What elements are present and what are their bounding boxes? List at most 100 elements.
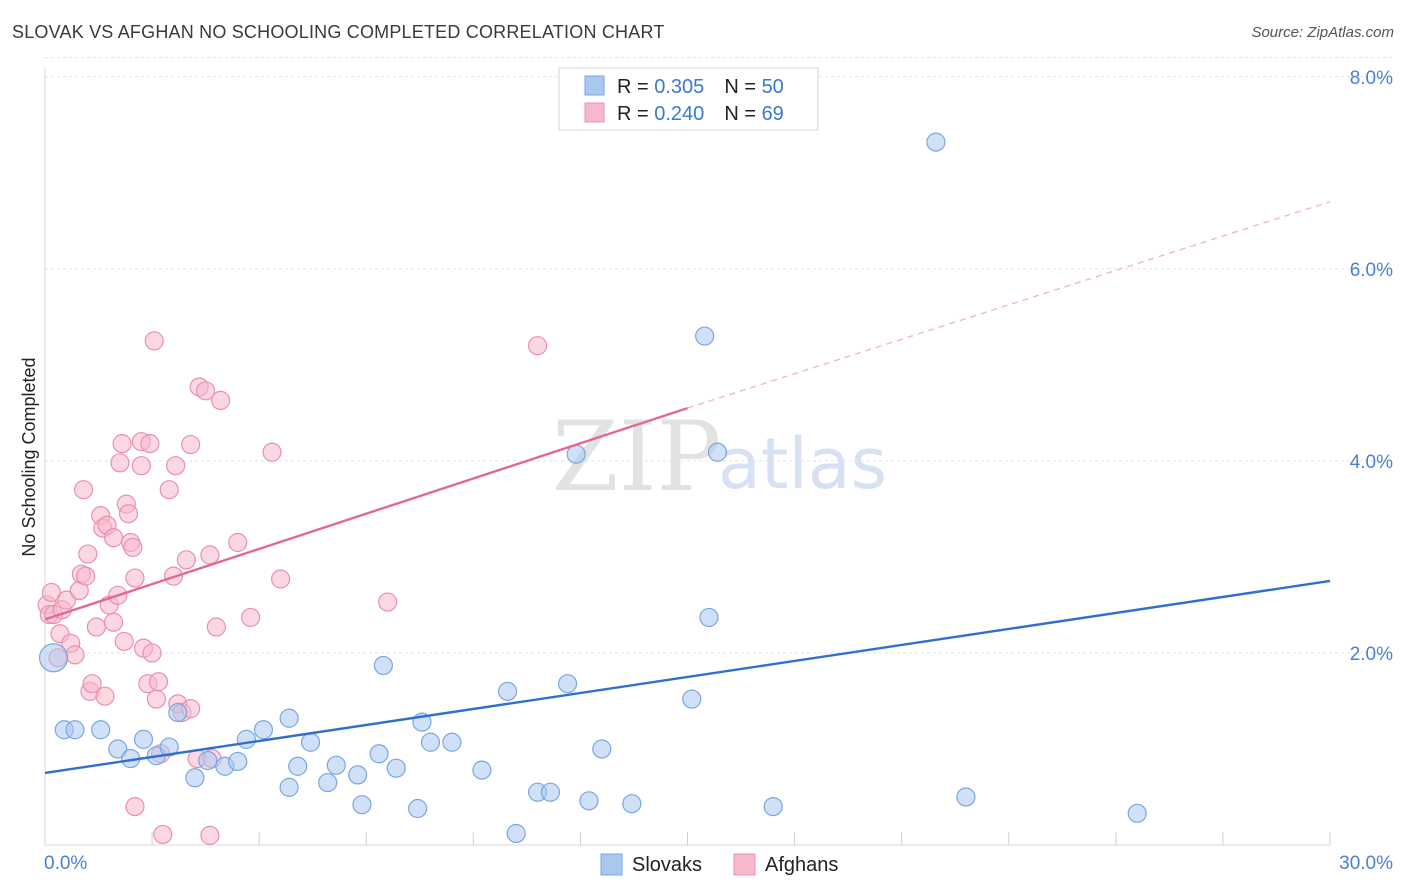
afghan-point xyxy=(140,434,160,454)
slovak-point xyxy=(699,607,719,628)
afghan-point xyxy=(95,686,115,706)
afghan-point xyxy=(200,825,220,845)
afghan-point xyxy=(142,643,162,663)
afghan-point xyxy=(56,590,77,610)
afghan-point xyxy=(159,480,179,500)
slovak-point xyxy=(763,796,783,817)
afghan-point xyxy=(181,434,201,455)
chart-title: SLOVAK VS AFGHAN NO SCHOOLING COMPLETED … xyxy=(12,22,665,42)
afghan-point xyxy=(378,592,398,612)
y-tick-labels: 2.0% 4.0% 6.0% 8.0% xyxy=(1350,68,1393,665)
afghan-point xyxy=(78,544,98,564)
afghans-trend-line xyxy=(44,406,688,621)
afghan-point xyxy=(118,504,139,524)
afghan-point xyxy=(114,631,134,652)
slovak-point xyxy=(695,326,715,346)
afghans-trend-extension xyxy=(687,201,1331,409)
legend-bottom-label-slovaks: Slovaks xyxy=(632,854,702,876)
slovak-point xyxy=(682,689,702,709)
afghan-point xyxy=(82,674,102,694)
slovak-point xyxy=(159,737,179,757)
slovak-point xyxy=(185,768,205,788)
slovak-point xyxy=(236,729,256,749)
watermark-atlas: atlas xyxy=(718,423,887,505)
x-tick-label-max: 30.0% xyxy=(1339,853,1393,874)
legend-r-value-slovaks: 0.305 xyxy=(654,76,704,98)
slovak-point xyxy=(288,756,308,776)
slovak-point xyxy=(707,442,728,462)
slovak-point xyxy=(279,777,299,797)
legend-bottom: Slovaks Afghans xyxy=(600,853,838,876)
slovak-point xyxy=(386,758,406,778)
legend-r-label-slovaks: R = 0.305 N = 50 xyxy=(617,76,784,98)
y-tick-label: 6.0% xyxy=(1350,260,1393,281)
afghan-point xyxy=(112,434,132,454)
slovak-point xyxy=(420,732,441,752)
slovak-point xyxy=(91,720,111,740)
afghan-point xyxy=(103,612,124,632)
afghan-point xyxy=(110,453,130,473)
slovak-point xyxy=(108,739,128,759)
slovak-point xyxy=(348,765,368,785)
x-tick-label-min: 0.0% xyxy=(44,853,87,874)
slovak-point xyxy=(498,681,518,701)
afghan-point xyxy=(146,689,166,709)
legend-bottom-swatch-slovaks xyxy=(600,853,623,876)
slovak-point xyxy=(65,720,85,740)
slovak-point xyxy=(506,823,526,844)
afghan-point xyxy=(131,456,151,476)
slovaks-trend-line xyxy=(44,579,1331,775)
afghan-point xyxy=(200,545,220,565)
slovak-point xyxy=(198,750,218,771)
slovak-point xyxy=(472,760,492,780)
slovak-point xyxy=(38,643,69,673)
y-tick-label: 8.0% xyxy=(1350,68,1393,89)
afghan-point xyxy=(206,617,226,637)
slovak-point xyxy=(369,744,389,764)
slovak-point xyxy=(557,674,578,694)
trend-lines xyxy=(44,201,1331,775)
y-tick-label: 4.0% xyxy=(1350,452,1393,473)
slovak-point xyxy=(133,729,154,749)
slovak-point xyxy=(326,755,346,775)
slovak-point xyxy=(373,655,393,676)
legend-n-value-slovaks: 50 xyxy=(762,76,784,98)
afghan-point xyxy=(73,480,94,500)
afghan-point xyxy=(123,537,143,557)
legend-r-value-afghans: 0.240 xyxy=(654,103,704,125)
slovak-point xyxy=(279,708,299,728)
afghan-point xyxy=(270,569,291,589)
y-tick-label: 2.0% xyxy=(1350,644,1393,665)
slovak-point xyxy=(1127,803,1147,823)
slovak-point xyxy=(228,751,248,772)
afghan-point xyxy=(86,617,107,637)
afghan-point xyxy=(41,582,62,603)
slovak-point xyxy=(318,772,338,793)
y-axis-label: No Schooling Completed xyxy=(19,357,39,556)
afghan-point xyxy=(262,442,282,462)
legend-stats: R = 0.305 N = 50 R = 0.240 N = 69 xyxy=(558,67,819,131)
afghan-point xyxy=(76,566,96,586)
slovak-point xyxy=(622,794,642,814)
legend-r-label-afghans: R = 0.240 N = 69 xyxy=(617,103,784,125)
legend-swatch-afghans xyxy=(584,102,605,123)
slovak-point xyxy=(592,739,612,759)
afghan-point xyxy=(144,331,164,351)
slovak-point xyxy=(956,787,976,807)
slovak-point xyxy=(168,702,188,723)
slovak-point xyxy=(408,798,428,819)
chart-source: Source: ZipAtlas.com xyxy=(1251,24,1394,41)
watermark: ZIP atlas xyxy=(552,401,887,513)
legend-bottom-swatch-afghans xyxy=(733,853,756,876)
afghan-point xyxy=(211,390,231,411)
afghan-point xyxy=(103,528,124,548)
legend-n-value-afghans: 69 xyxy=(762,103,784,125)
slovaks-points xyxy=(38,132,1147,844)
legend-bottom-label-afghans: Afghans xyxy=(765,854,838,876)
afghan-point xyxy=(125,796,145,817)
slovak-point xyxy=(926,132,946,152)
slovak-point xyxy=(352,795,372,815)
afghan-point xyxy=(527,336,548,356)
afghan-point xyxy=(241,607,261,628)
